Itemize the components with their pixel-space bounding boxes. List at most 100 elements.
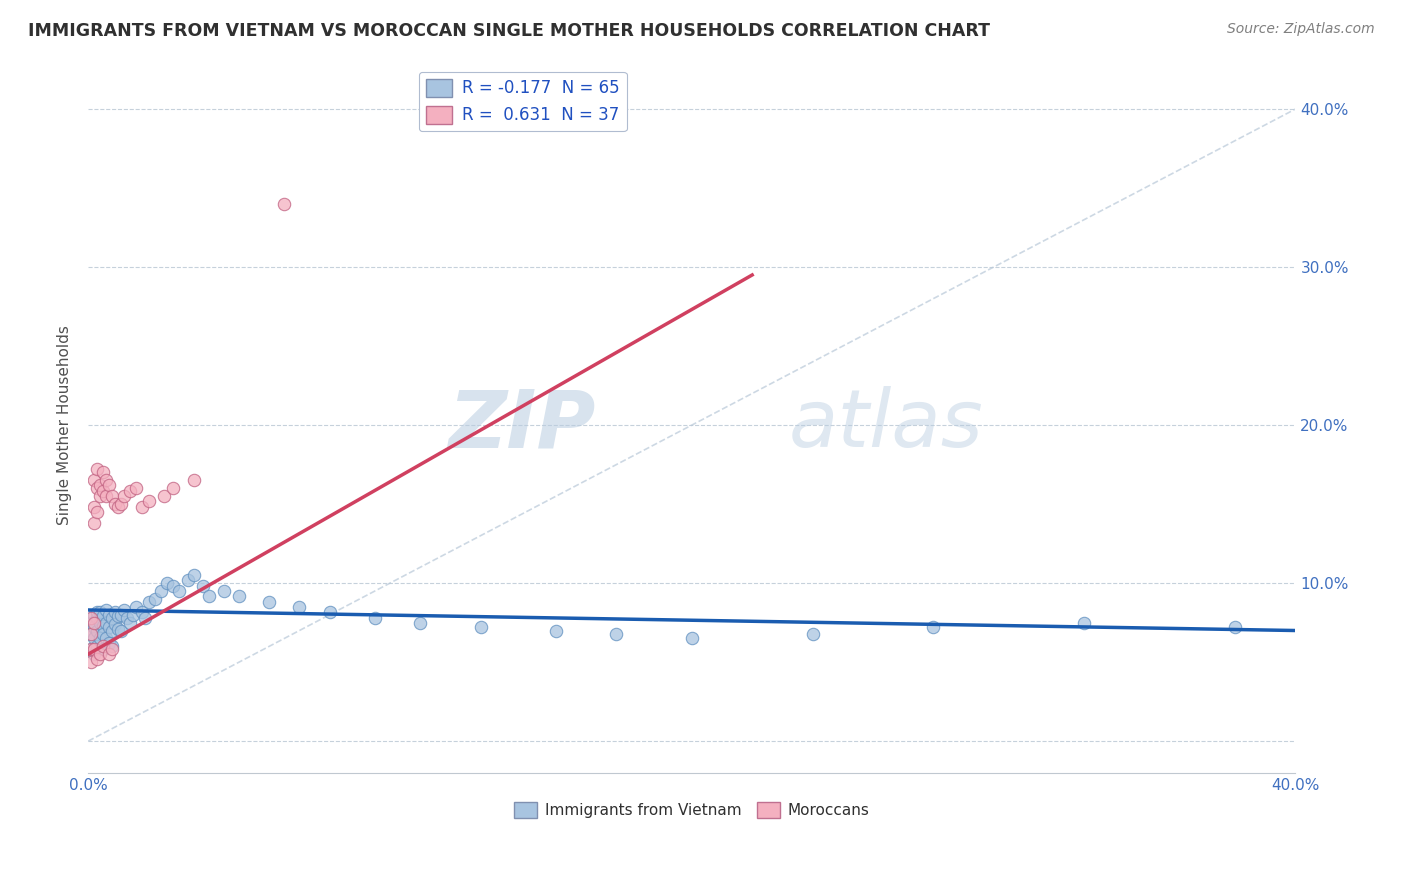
Point [101,642,124,657]
Point [89,605,111,619]
Point [89,489,111,503]
Point [89,632,111,646]
Point [80,642,103,657]
Point [89,478,111,492]
Point [273,197,295,211]
Point [80,626,103,640]
Point [89,615,111,630]
Point [83,647,105,661]
Point [96,603,118,617]
Point [96,615,118,630]
Point [112,603,135,617]
Point [107,622,129,636]
Text: Source: ZipAtlas.com: Source: ZipAtlas.com [1227,22,1375,37]
Point [91,626,114,640]
Point [183,474,205,488]
Point [86,481,108,495]
Point [83,620,105,634]
Point [107,609,129,624]
Point [86,640,108,654]
Point [122,607,145,622]
Point [83,516,105,530]
Point [101,624,124,638]
Point [143,591,166,606]
Point [98,478,121,492]
Point [177,573,200,587]
Legend: Immigrants from Vietnam, Moroccans: Immigrants from Vietnam, Moroccans [508,796,876,824]
Point [110,607,132,622]
Point [101,489,124,503]
Point [104,617,127,632]
Point [125,481,148,495]
Point [91,609,114,624]
Point [156,576,179,591]
Point [120,615,142,630]
Text: IMMIGRANTS FROM VIETNAM VS MOROCCAN SINGLE MOTHER HOUSEHOLDS CORRELATION CHART: IMMIGRANTS FROM VIETNAM VS MOROCCAN SING… [28,22,990,40]
Point [83,615,105,630]
Point [104,605,127,619]
Point [364,611,387,625]
Point [131,605,153,619]
Point [86,652,108,666]
Point [83,474,105,488]
Point [120,484,142,499]
Point [110,497,132,511]
Point [104,497,127,511]
Point [167,584,190,599]
Point [86,605,108,619]
Point [138,595,160,609]
Point [98,620,121,634]
Point [801,626,824,640]
Point [91,619,114,633]
Point [98,607,121,622]
Point [162,481,184,495]
Y-axis label: Single Mother Households: Single Mother Households [58,326,72,525]
Point [288,599,311,614]
Point [1073,615,1095,630]
Point [80,615,103,630]
Point [83,500,105,515]
Point [198,589,221,603]
Point [86,505,108,519]
Point [191,579,214,593]
Point [605,626,627,640]
Point [80,626,103,640]
Point [112,489,135,503]
Text: atlas: atlas [789,386,983,464]
Point [212,584,235,599]
Point [681,632,703,646]
Point [101,611,124,625]
Point [257,595,280,609]
Text: ZIP: ZIP [449,386,595,464]
Point [110,624,132,638]
Point [470,620,492,634]
Point [318,605,340,619]
Point [86,611,108,625]
Point [89,647,111,661]
Point [91,484,114,499]
Point [80,611,103,625]
Point [98,636,121,650]
Point [131,500,153,515]
Point [80,655,103,669]
Point [86,462,108,476]
Point [101,640,124,654]
Point [409,615,432,630]
Point [83,642,105,657]
Point [80,642,103,657]
Point [96,632,118,646]
Point [228,589,250,603]
Point [162,579,184,593]
Point [96,474,118,488]
Point [922,620,945,634]
Point [91,642,114,657]
Point [91,640,114,654]
Point [91,466,114,480]
Point [83,607,105,622]
Point [96,489,118,503]
Point [138,494,160,508]
Point [83,632,105,646]
Point [134,611,156,625]
Point [98,647,121,661]
Point [1223,620,1246,634]
